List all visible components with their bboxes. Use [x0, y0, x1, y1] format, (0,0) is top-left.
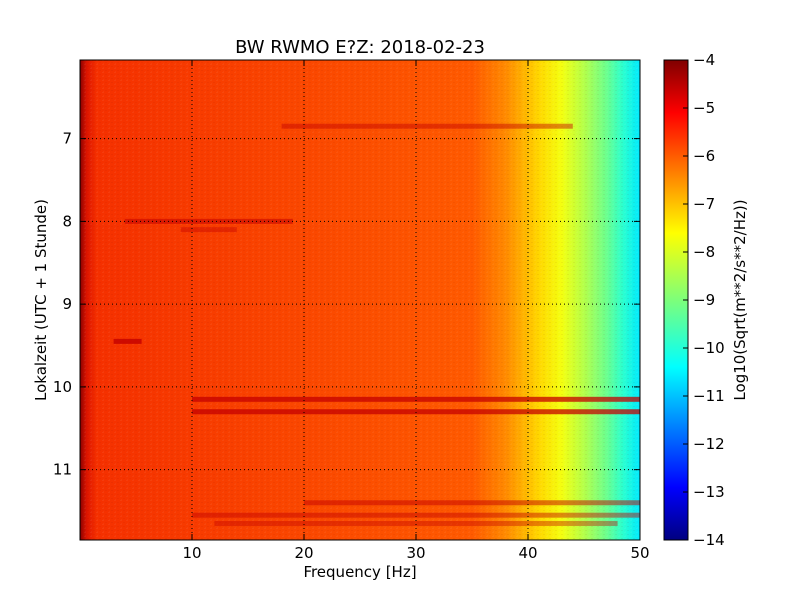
heatmap-texture	[80, 60, 640, 540]
heatmap-stripe	[113, 338, 142, 344]
y-axis-ticks: 7 8 9 10 11	[53, 130, 640, 479]
colorbar-tick-label: −12	[693, 435, 725, 453]
colorbar-tick-label: −14	[693, 531, 725, 549]
x-tick-label: 30	[406, 544, 425, 562]
colorbar-tick-label: −11	[693, 387, 725, 405]
y-tick-label: 7	[62, 130, 72, 148]
heatmap-stripe	[281, 123, 573, 129]
colorbar-tick-label: −4	[693, 51, 715, 69]
heatmap-stripe	[214, 520, 618, 526]
plot-area: 10 20 30 40 50 7 8 9 10 11	[53, 59, 650, 562]
colorbar-tick-label: −5	[693, 99, 715, 117]
colorbar-ticks: −4 −5 −6 −7 −8 −9 −10 −11 −12 −13 −14	[683, 51, 725, 549]
x-axis-label: Frequency [Hz]	[303, 563, 416, 581]
x-tick-label: 20	[294, 544, 313, 562]
heatmap-stripe	[180, 227, 237, 233]
y-tick-label: 9	[62, 295, 72, 313]
heatmap-stripe	[192, 512, 640, 518]
heatmap-stripe	[192, 396, 640, 402]
chart-title: BW RWMO E?Z: 2018-02-23	[235, 37, 485, 58]
y-tick-label: 11	[53, 461, 72, 479]
y-tick-label: 10	[53, 378, 72, 396]
colorbar-tick-label: −13	[693, 483, 725, 501]
colorbar-tick-label: −10	[693, 339, 725, 357]
colorbar: −4 −5 −6 −7 −8 −9 −10 −11 −12 −13 −14	[663, 51, 725, 549]
colorbar-label: Log10(Sqrt(m**2/s**2/Hz))	[731, 199, 749, 400]
grid-lines	[80, 60, 640, 540]
colorbar-tick-label: −8	[693, 243, 715, 261]
y-axis-label: Lokalzeit (UTC + 1 Stunde)	[32, 199, 50, 401]
x-tick-label: 40	[518, 544, 537, 562]
x-axis-ticks: 10 20 30 40 50	[182, 60, 650, 562]
x-tick-label: 10	[182, 544, 201, 562]
heatmap-stripe	[304, 500, 640, 506]
plot-frame	[79, 59, 641, 541]
heatmap-stripe	[192, 409, 640, 415]
x-tick-label: 50	[630, 544, 649, 562]
colorbar-tick-label: −9	[693, 291, 715, 309]
y-tick-label: 8	[62, 212, 72, 230]
colorbar-tick-label: −7	[693, 195, 715, 213]
colorbar-tick-label: −6	[693, 147, 715, 165]
